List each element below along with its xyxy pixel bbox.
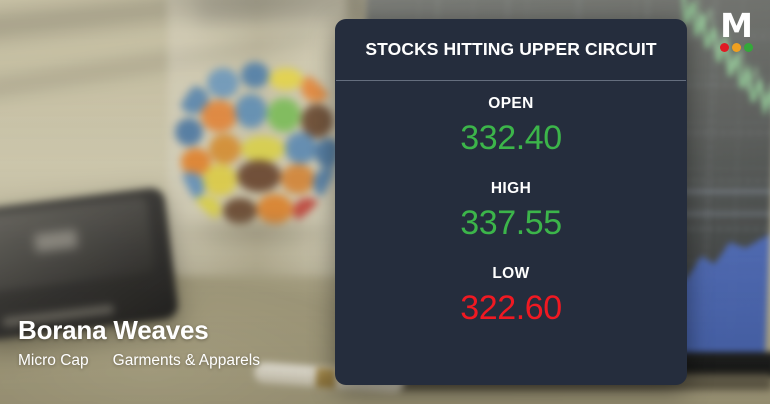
candy-pile <box>175 60 340 230</box>
logo-dot-red-icon <box>719 43 729 52</box>
stock-sector-tag: Garments & Apparels <box>112 352 260 369</box>
candy-jar-shadow <box>172 218 342 252</box>
stock-metrics-card: STOCKS HITTING UPPER CIRCUIT OPEN 332.40… <box>335 19 687 385</box>
logo-dot-orange-icon <box>731 43 741 52</box>
metric-low: LOW 322.60 <box>335 264 687 332</box>
metric-low-value: 322.60 <box>460 288 562 327</box>
price-line-series <box>681 0 770 117</box>
metric-high-value: 337.55 <box>460 203 562 242</box>
metric-low-label: LOW <box>492 264 530 282</box>
stock-tags: Micro Cap Garments & Apparels <box>18 352 260 370</box>
stock-identity: Borana Weaves Micro Cap Garments & Appar… <box>18 315 260 370</box>
metric-open-value: 332.40 <box>460 118 562 157</box>
metric-high: HIGH 337.55 <box>335 179 687 247</box>
stock-market-cap-tag: Micro Cap <box>18 352 89 369</box>
logo-dots <box>713 43 759 52</box>
candy-jar-rim <box>168 0 346 26</box>
card-title: STOCKS HITTING UPPER CIRCUIT <box>365 39 657 59</box>
logo-dot-green-icon <box>743 43 753 52</box>
metric-high-label: HIGH <box>490 179 532 197</box>
moneycontrol-logo: M <box>713 9 759 55</box>
logo-letter-m: M <box>720 6 753 45</box>
metric-open: OPEN 332.40 <box>335 94 687 162</box>
metric-open-label: OPEN <box>488 95 534 112</box>
card-divider <box>336 80 686 81</box>
card-metrics-list: OPEN 332.40 HIGH 337.55 LOW 322.60 <box>335 81 687 331</box>
stock-name: Borana Weaves <box>18 315 209 346</box>
